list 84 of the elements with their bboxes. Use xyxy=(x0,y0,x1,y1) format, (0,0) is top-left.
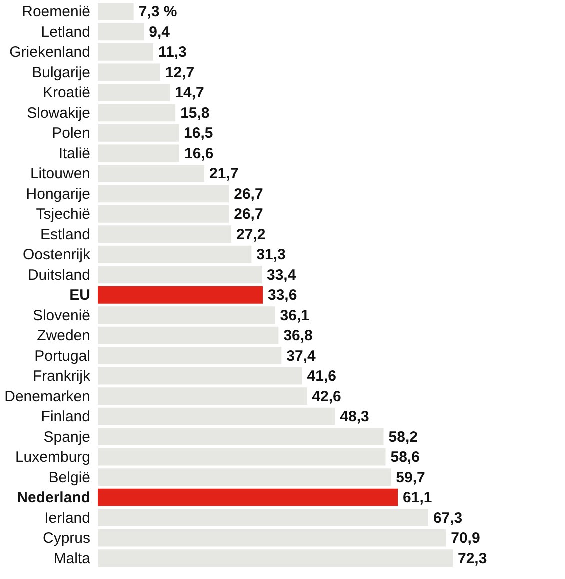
y-tick-label: Portugal xyxy=(34,348,90,365)
data-label: 7,3 % xyxy=(138,4,178,21)
data-label: 12,7 xyxy=(165,64,195,82)
data-label: 70,9 xyxy=(451,530,480,548)
y-tick-label: Spanje xyxy=(44,428,90,446)
y-tick-label: Oostenrijk xyxy=(22,246,91,264)
y-tick-label: België xyxy=(48,469,90,486)
bar xyxy=(98,64,160,82)
data-label: 26,7 xyxy=(234,186,264,203)
data-label: 33,6 xyxy=(268,287,298,304)
data-label: 48,3 xyxy=(340,408,370,426)
bar xyxy=(98,23,144,41)
bar xyxy=(98,104,176,122)
bar xyxy=(98,44,154,61)
y-tick-label: Duitsland xyxy=(28,266,90,284)
data-label: 36,1 xyxy=(280,307,310,324)
bar xyxy=(98,84,170,102)
bar xyxy=(98,428,384,446)
y-tick-label: Kroatië xyxy=(42,84,90,102)
y-tick-label: EU xyxy=(70,287,90,304)
data-label: 14,7 xyxy=(175,84,204,102)
y-tick-label: Hongarije xyxy=(26,186,90,203)
data-label: 58,2 xyxy=(388,428,418,446)
bar xyxy=(98,408,336,426)
y-tick-label: Ierland xyxy=(44,510,90,527)
bar xyxy=(98,286,263,304)
data-label: 11,3 xyxy=(158,44,187,62)
bar xyxy=(98,488,398,506)
y-tick-label: Nederland xyxy=(17,490,90,507)
data-label: 37,4 xyxy=(286,348,316,365)
bar xyxy=(98,448,386,466)
y-tick-label: Slovenië xyxy=(32,307,90,324)
data-label: 41,6 xyxy=(307,368,336,386)
bar xyxy=(98,306,276,324)
y-tick-label: Italië xyxy=(58,145,90,162)
bar xyxy=(98,347,282,365)
data-label: 27,2 xyxy=(236,226,266,244)
data-label: 16,6 xyxy=(184,145,214,162)
data-label: 26,7 xyxy=(234,206,264,224)
bar xyxy=(98,3,134,20)
y-tick-label: Luxemburg xyxy=(15,449,90,466)
bar xyxy=(98,367,302,385)
data-label: 21,7 xyxy=(210,166,239,183)
bar xyxy=(98,326,279,344)
bar xyxy=(98,246,252,264)
data-label: 16,5 xyxy=(184,125,214,142)
data-label: 33,4 xyxy=(266,266,297,284)
bar xyxy=(98,468,392,486)
y-tick-label: Denemarken xyxy=(4,388,90,406)
y-tick-label: Roemenië xyxy=(22,4,90,21)
bar xyxy=(98,509,428,526)
y-tick-label: Bulgarije xyxy=(32,64,90,82)
bar xyxy=(98,164,205,182)
bar xyxy=(98,550,453,567)
bar xyxy=(98,185,230,203)
data-label: 59,7 xyxy=(396,469,426,486)
bar xyxy=(98,205,230,223)
data-label: 67,3 xyxy=(433,510,463,527)
y-tick-label: Cyprus xyxy=(42,530,90,548)
y-tick-label: Finland xyxy=(41,408,90,426)
bar xyxy=(98,529,446,547)
y-tick-label: Frankrijk xyxy=(32,368,91,386)
bar xyxy=(98,144,180,162)
data-label: 42,6 xyxy=(312,388,342,406)
data-label: 15,8 xyxy=(180,104,210,122)
bar xyxy=(98,226,232,244)
data-label: 61,1 xyxy=(403,490,432,507)
data-label: 58,6 xyxy=(390,449,420,466)
y-tick-label: Griekenland xyxy=(10,44,90,62)
data-label: 36,8 xyxy=(284,328,313,345)
data-label: 9,4 xyxy=(149,24,171,41)
y-tick-label: Tsjechië xyxy=(36,206,90,224)
y-tick-label: Litouwen xyxy=(30,166,90,183)
y-tick-label: Malta xyxy=(54,550,92,568)
data-label: 72,3 xyxy=(458,550,488,568)
y-tick-label: Zweden xyxy=(37,328,90,345)
y-tick-label: Letland xyxy=(41,24,90,41)
data-label: 31,3 xyxy=(256,246,286,264)
bar xyxy=(98,266,262,284)
bar xyxy=(98,388,308,406)
y-tick-label: Slowakije xyxy=(27,104,90,122)
bar xyxy=(98,124,180,142)
y-tick-label: Polen xyxy=(52,125,90,142)
y-tick-label: Estland xyxy=(40,226,90,244)
